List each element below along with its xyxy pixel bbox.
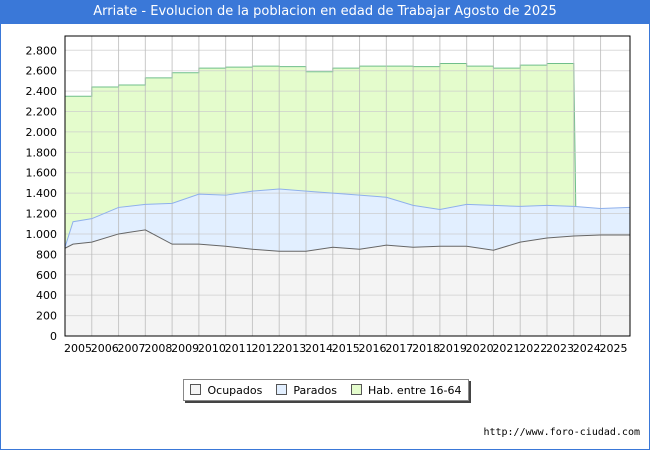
plot-border <box>64 35 631 337</box>
footer-url[interactable]: http://www.foro-ciudad.com <box>483 427 640 438</box>
line-ocupados <box>64 229 630 252</box>
y-tick-label: 600 <box>36 269 57 282</box>
x-tick-label: 2022 <box>519 342 547 355</box>
y-tick-label: 1.600 <box>26 167 58 180</box>
x-tick-label: 2009 <box>171 342 199 355</box>
x-tick-label: 2024 <box>573 342 601 355</box>
legend-label: Ocupados <box>207 383 263 397</box>
y-tick-label: 200 <box>36 310 57 323</box>
x-tick-label: 2018 <box>412 342 440 355</box>
x-tick-label: 2020 <box>466 342 494 355</box>
y-tick-label: 2.600 <box>26 65 58 78</box>
y-tick-label: 2.800 <box>26 44 58 57</box>
x-tick-label: 2006 <box>91 342 119 355</box>
x-tick-label: 2016 <box>359 342 387 355</box>
legend-item-hab: Hab. entre 16-64 <box>350 383 462 397</box>
y-tick-label: 800 <box>36 248 57 261</box>
chart-plot: 0 200 400 600 800 1.000 1.200 1.400 1.600 1.800 2.… <box>26 35 631 355</box>
legend: Ocupados Parados Hab. entre 16-64 <box>183 379 469 401</box>
x-tick-label: 2025 <box>600 342 628 355</box>
x-tick-label: 2023 <box>546 342 574 355</box>
legend-swatch <box>350 383 362 395</box>
legend-label: Hab. entre 16-64 <box>367 383 462 397</box>
area-ocupados <box>65 229 630 336</box>
line-parados <box>64 188 631 248</box>
y-tick-label: 2.400 <box>26 85 58 98</box>
x-tick-label: 2008 <box>144 342 172 355</box>
x-tick-label: 2019 <box>439 342 467 355</box>
y-tick-label: 1.200 <box>26 208 58 221</box>
x-tick-label: 2013 <box>278 342 306 355</box>
x-tick-label: 2012 <box>251 342 279 355</box>
legend-swatch <box>276 383 288 395</box>
x-tick-label: 2007 <box>118 342 146 355</box>
y-tick-label: 2.000 <box>26 126 58 139</box>
chart-title: Arriate - Evolucion de la poblacion en e… <box>0 0 650 24</box>
y-tick-label: 400 <box>36 289 57 302</box>
y-tick-label: 1.400 <box>26 187 58 200</box>
x-tick-label: 2014 <box>305 342 333 355</box>
legend-label: Parados <box>293 383 337 397</box>
x-tick-label: 2011 <box>225 342 253 355</box>
legend-swatch <box>190 383 202 395</box>
legend-item-ocupados: Ocupados <box>190 383 263 397</box>
x-tick-label: 2017 <box>385 342 413 355</box>
y-tick-label: 1.800 <box>26 146 58 159</box>
x-tick-label: 2010 <box>198 342 226 355</box>
x-tick-label: 2015 <box>332 342 360 355</box>
legend-item-parados: Parados <box>276 383 337 397</box>
x-tick-label: 2005 <box>64 342 92 355</box>
y-tick-label: 0 <box>50 330 57 343</box>
x-tick-label: 2021 <box>492 342 520 355</box>
y-tick-label: 1.000 <box>26 228 58 241</box>
y-tick-label: 2.200 <box>26 106 58 119</box>
